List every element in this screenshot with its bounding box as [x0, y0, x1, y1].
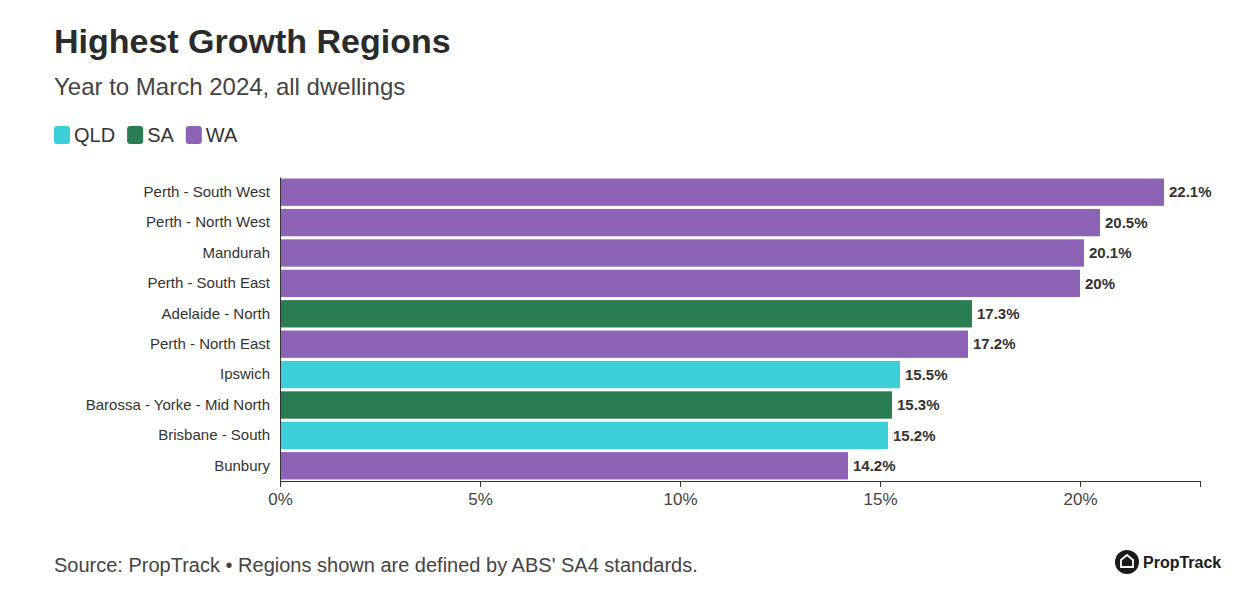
- data-label: 20.1%: [1089, 244, 1132, 261]
- y-tick: Perth - North West: [146, 213, 280, 230]
- bar: [280, 361, 900, 388]
- x-tick: 5%: [468, 481, 493, 509]
- legend-label: SA: [147, 124, 174, 146]
- data-label: 17.3%: [977, 305, 1020, 322]
- bar: [280, 331, 968, 358]
- data-label: 22.1%: [1169, 183, 1212, 200]
- data-label: 20.5%: [1105, 214, 1148, 231]
- x-tick-mark: [880, 481, 881, 487]
- y-tick: Barossa - Yorke - Mid North: [86, 396, 280, 413]
- y-axis: Perth - South West Perth - North West Mand…: [86, 178, 281, 482]
- bar: [280, 391, 892, 418]
- x-tick-mark: [280, 481, 281, 487]
- x-tick-mark: [1080, 481, 1081, 487]
- y-tick-label: Adelaide - North: [162, 305, 270, 322]
- x-tick-label: 20%: [1063, 490, 1097, 509]
- y-tick: Perth - South East: [147, 274, 280, 291]
- legend-swatch: [54, 126, 70, 144]
- bar: [280, 452, 848, 479]
- x-axis-line: [281, 482, 1201, 488]
- data-label: 15.5%: [905, 366, 948, 383]
- x-tick-label: 0%: [268, 490, 293, 509]
- y-tick: Adelaide - North: [162, 305, 280, 322]
- data-label: 17.2%: [973, 335, 1016, 352]
- logo-house: [1121, 555, 1133, 567]
- bar: [280, 179, 1164, 206]
- x-tick-label: 5%: [468, 490, 493, 509]
- logo: PropTrack: [1115, 550, 1221, 574]
- y-tick: Brisbane - South: [158, 426, 280, 443]
- data-label: 20%: [1085, 275, 1115, 292]
- x-tick: 15%: [863, 481, 897, 509]
- bar: [280, 209, 1100, 236]
- data-label: 15.3%: [897, 396, 940, 413]
- y-tick-label: Perth - South East: [147, 274, 270, 291]
- legend-label: WA: [206, 124, 238, 146]
- logo-text: PropTrack: [1143, 554, 1221, 571]
- y-tick-label: Bunbury: [214, 457, 270, 474]
- y-tick-label: Perth - North East: [150, 335, 271, 352]
- y-axis-line: [280, 178, 281, 482]
- x-tick: 10%: [663, 481, 697, 509]
- data-labels: 15.5% 15.2% 17.3% 15.3% 22.1% 20.5% 20.1% 20% 17…: [853, 183, 1212, 474]
- y-tick-label: Brisbane - South: [158, 426, 270, 443]
- y-tick-label: Perth - South West: [144, 183, 271, 200]
- y-tick: Bunbury: [214, 457, 280, 474]
- title: Highest Growth Regions: [54, 22, 451, 60]
- legend: QLD SA WA: [54, 124, 238, 146]
- bar: [280, 422, 888, 449]
- bars: [280, 179, 1164, 480]
- y-tick-label: Barossa - Yorke - Mid North: [86, 396, 270, 413]
- bar: [280, 270, 1080, 297]
- x-tick: 20%: [1063, 481, 1097, 509]
- bar: [280, 300, 972, 327]
- chart: Highest Growth Regions Year to March 2024…: [0, 0, 1249, 607]
- y-tick: Perth - South West: [144, 183, 280, 200]
- x-tick: 0%: [268, 481, 293, 509]
- x-axis: 0% 5% 10% 15% 20%: [268, 481, 1200, 509]
- x-tick-mark: [680, 481, 681, 487]
- y-tick: Perth - North East: [150, 335, 280, 352]
- x-tick-mark: [480, 481, 481, 487]
- y-tick-label: Mandurah: [202, 244, 270, 261]
- logo-icon: [1115, 550, 1139, 574]
- y-tick: Mandurah: [202, 244, 280, 261]
- legend-swatch: [127, 126, 143, 144]
- subtitle: Year to March 2024, all dwellings: [54, 73, 405, 100]
- legend-label: QLD: [74, 124, 115, 146]
- data-label: 15.2%: [893, 427, 936, 444]
- y-tick-label: Ipswich: [220, 365, 270, 382]
- y-tick: Ipswich: [220, 365, 280, 382]
- source: Source: PropTrack • Regions shown are de…: [54, 554, 698, 576]
- y-tick-label: Perth - North West: [146, 213, 271, 230]
- x-tick-label: 10%: [663, 490, 697, 509]
- data-label: 14.2%: [853, 457, 896, 474]
- legend-swatch: [186, 126, 202, 144]
- x-tick-label: 15%: [863, 490, 897, 509]
- bar: [280, 239, 1084, 266]
